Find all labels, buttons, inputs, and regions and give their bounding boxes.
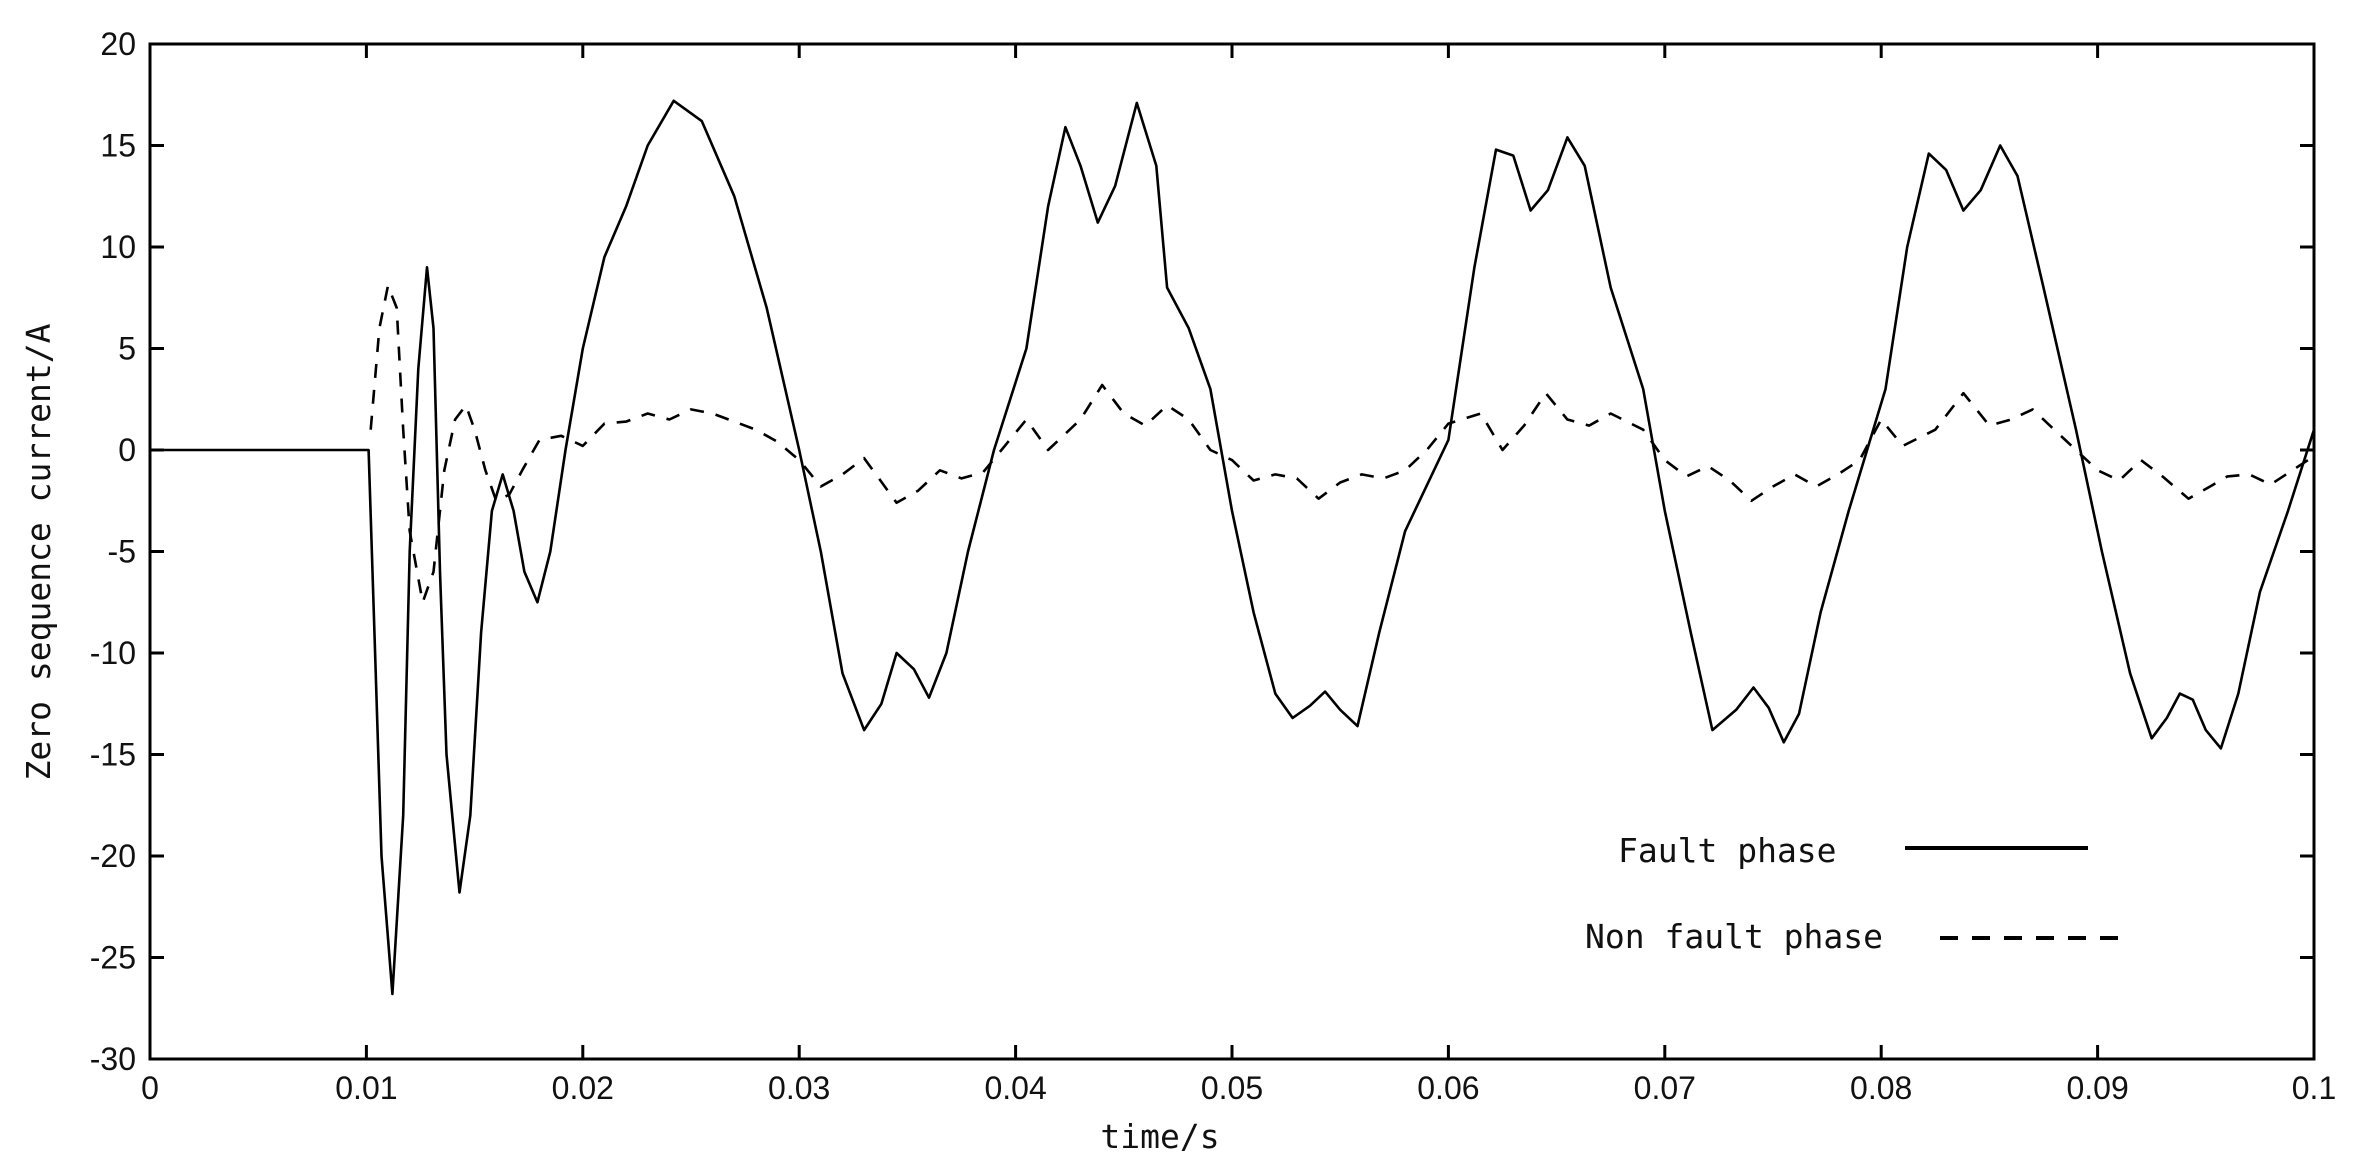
- legend-label-fault-phase: Fault phase: [1618, 831, 1837, 870]
- x-tick-label: 0: [141, 1070, 159, 1106]
- y-tick-label: -20: [90, 838, 136, 874]
- x-tick-label: 0.06: [1417, 1070, 1479, 1106]
- x-tick-label: 0.07: [1634, 1070, 1696, 1106]
- x-tick-label: 0.05: [1201, 1070, 1263, 1106]
- x-axis-label: time/s: [1100, 1117, 1219, 1156]
- series-layer: [150, 99, 2316, 996]
- y-axis-label: Zero sequence current/A: [19, 323, 58, 780]
- x-tick-label: 0.03: [768, 1070, 830, 1106]
- legend-label-non-fault-phase: Non fault phase: [1585, 917, 1883, 956]
- y-tick-label: 10: [100, 229, 136, 265]
- x-tick-label: 0.02: [552, 1070, 614, 1106]
- y-tick-label: -10: [90, 635, 136, 671]
- y-tick-label: 15: [100, 128, 136, 164]
- y-tick-label: -30: [90, 1041, 136, 1077]
- x-tick-label: 0.1: [2292, 1070, 2336, 1106]
- x-tick-label: 0.01: [335, 1070, 397, 1106]
- y-tick-label: 20: [100, 26, 136, 62]
- y-tick-label: 0: [118, 432, 136, 468]
- y-tick-label: -5: [108, 534, 136, 570]
- series-line-fault-phase: [150, 99, 2316, 996]
- ticks-layer: 0 0.01 0.02 0.03 0.04 0.05 0.06 0.07 0.08 0.09 0.1…: [90, 26, 2336, 1106]
- legend: Fault phase Non fault phase: [1585, 831, 2125, 956]
- x-tick-label: 0.04: [984, 1070, 1046, 1106]
- y-tick-label: -25: [90, 940, 136, 976]
- x-tick-label: 0.09: [2066, 1070, 2128, 1106]
- y-tick-label: -15: [90, 737, 136, 773]
- y-tick-label: 5: [118, 331, 136, 367]
- x-tick-label: 0.08: [1850, 1070, 1912, 1106]
- series-line-non-fault-phase: [369, 284, 2315, 604]
